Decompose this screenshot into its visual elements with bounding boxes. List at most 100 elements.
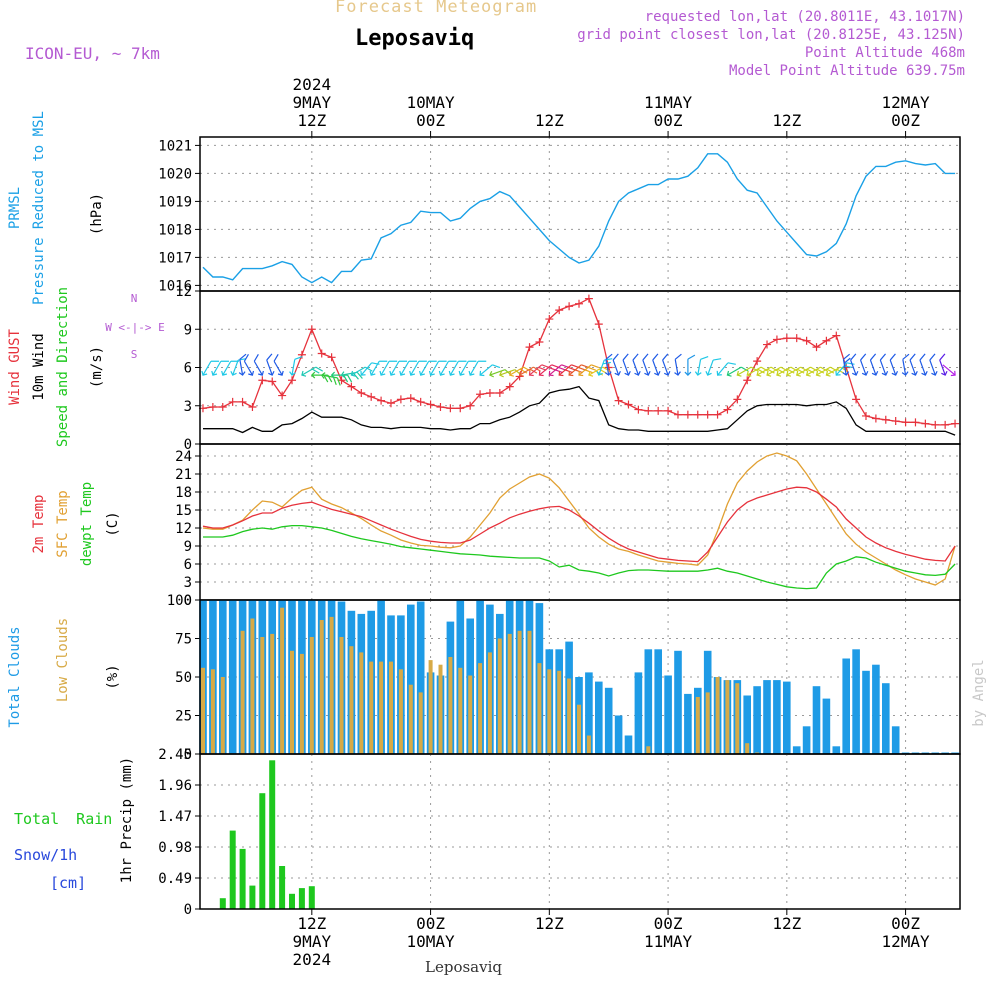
- wind-barb-feather: [700, 356, 709, 360]
- wind-barb: [726, 366, 749, 377]
- wind-barb-feather: [253, 353, 259, 362]
- low-cloud-bar: [517, 630, 522, 754]
- wind-barb: [766, 366, 789, 377]
- wind-barb: [850, 353, 859, 376]
- wind-barb-shaft: [232, 359, 239, 376]
- gust-marker: [881, 415, 890, 424]
- wind-barb-head: [871, 371, 879, 376]
- gust-marker: [347, 382, 356, 391]
- wind-barb-shaft: [222, 360, 232, 376]
- wind-barb-head: [756, 370, 762, 377]
- grid-point-coords: grid point closest lon,lat (20.8125E, 43…: [577, 27, 965, 43]
- low-cloud-bar: [369, 661, 374, 754]
- wind-barb-feather: [408, 360, 417, 362]
- wind-barb-head: [258, 370, 264, 376]
- wind-barb-feather: [343, 374, 349, 383]
- wind-barb-feather: [843, 357, 851, 364]
- wind-barb-shaft: [266, 359, 273, 376]
- wind-barb-feather: [902, 353, 910, 360]
- wind-barb: [859, 353, 869, 376]
- wind-barb: [756, 366, 779, 377]
- gust-marker: [396, 395, 405, 404]
- gust-marker: [861, 411, 870, 420]
- low-cloud-bar: [270, 633, 275, 754]
- wind-barb-head: [419, 370, 425, 376]
- total-cloud-bar: [763, 680, 771, 754]
- low-cloud-bar: [201, 667, 205, 754]
- wind-barb-head: [614, 371, 621, 376]
- pressure-ytick-label: 1019: [158, 194, 192, 210]
- wind-barb: [389, 360, 408, 376]
- low-cloud-bar: [547, 669, 552, 754]
- wind-barb-head: [518, 370, 524, 377]
- wind-barb: [632, 353, 641, 376]
- wind-barb-feather: [448, 360, 457, 362]
- wind-barb: [786, 366, 808, 377]
- total-cloud-bar: [674, 650, 682, 754]
- wind-barb-feather: [919, 353, 926, 361]
- gust-marker: [307, 325, 316, 334]
- wind-barb-shaft: [202, 360, 212, 376]
- wind-barb-shaft: [869, 359, 877, 376]
- gust-marker: [931, 420, 940, 429]
- clouds-unit: (%): [105, 664, 121, 689]
- rain-bar: [259, 793, 266, 909]
- wind-barb: [716, 362, 736, 376]
- wind-barb-feather: [398, 360, 408, 362]
- low-cloud-bar: [379, 661, 384, 754]
- wind-barb: [652, 353, 661, 376]
- wind-barb: [301, 366, 324, 377]
- gust-marker: [476, 390, 485, 399]
- wind-barb-head: [941, 371, 948, 376]
- wind-barb-feather: [800, 366, 808, 372]
- wind-barb-head: [508, 370, 514, 377]
- wind-barb-feather: [816, 368, 825, 374]
- total-cloud-bar: [822, 698, 831, 754]
- top-axis-label: 12Z: [297, 111, 326, 130]
- wind-barb: [320, 372, 341, 386]
- gust-marker: [456, 404, 465, 413]
- wind-barb-shaft: [243, 360, 253, 376]
- wind-barb: [289, 356, 303, 376]
- wind-barb-shaft: [717, 362, 729, 376]
- gust-marker: [466, 401, 475, 410]
- wind-barb-feather: [929, 353, 936, 361]
- gust-marker: [436, 403, 445, 412]
- top-axis-label: 00Z: [416, 111, 445, 130]
- wind-barb-feather: [652, 353, 659, 361]
- wind-barb-head: [805, 370, 811, 377]
- low-cloud-bar: [280, 607, 285, 754]
- low-cloud-bar: [240, 630, 245, 754]
- total-cloud-bar: [812, 686, 821, 754]
- bottom-axis-label: 10MAY: [406, 932, 455, 951]
- top-axis-label: 12Z: [535, 111, 564, 130]
- gust-marker: [406, 394, 415, 403]
- wind-barb-head: [528, 370, 534, 377]
- wind-barb: [746, 366, 769, 377]
- wind-ytick-label: 9: [184, 322, 192, 338]
- bottom-axis-label: 11MAY: [644, 932, 693, 951]
- gust-marker: [891, 417, 900, 426]
- precip-ytick-label: 1.47: [158, 809, 192, 825]
- wind-barb-shaft: [351, 366, 366, 376]
- temp-unit: (C): [105, 511, 121, 536]
- wind-barb-shaft: [529, 364, 543, 376]
- wind-barb-shaft: [707, 359, 714, 376]
- wind-barb-shaft: [756, 366, 772, 376]
- pressure-ylabel-2: Pressure Reduced to MSL: [31, 111, 47, 305]
- low-cloud-bar: [715, 677, 720, 754]
- wind-barb-head: [726, 370, 732, 377]
- gust-marker: [634, 405, 643, 414]
- wind-barb: [684, 354, 696, 376]
- gust-marker: [327, 353, 336, 362]
- wind-barb-shaft: [942, 364, 956, 376]
- wind-barb-head: [558, 370, 564, 377]
- top-axis-label: 11MAY: [644, 93, 693, 112]
- model-altitude: Model Point Altitude 639.75m: [728, 63, 965, 79]
- wind-barb-head: [330, 371, 336, 379]
- wind-barb-head: [588, 370, 594, 377]
- wind-barb-feather: [860, 353, 867, 361]
- total-cloud-bar: [644, 649, 653, 754]
- gust-marker: [723, 405, 732, 414]
- total-cloud-bar: [792, 746, 801, 754]
